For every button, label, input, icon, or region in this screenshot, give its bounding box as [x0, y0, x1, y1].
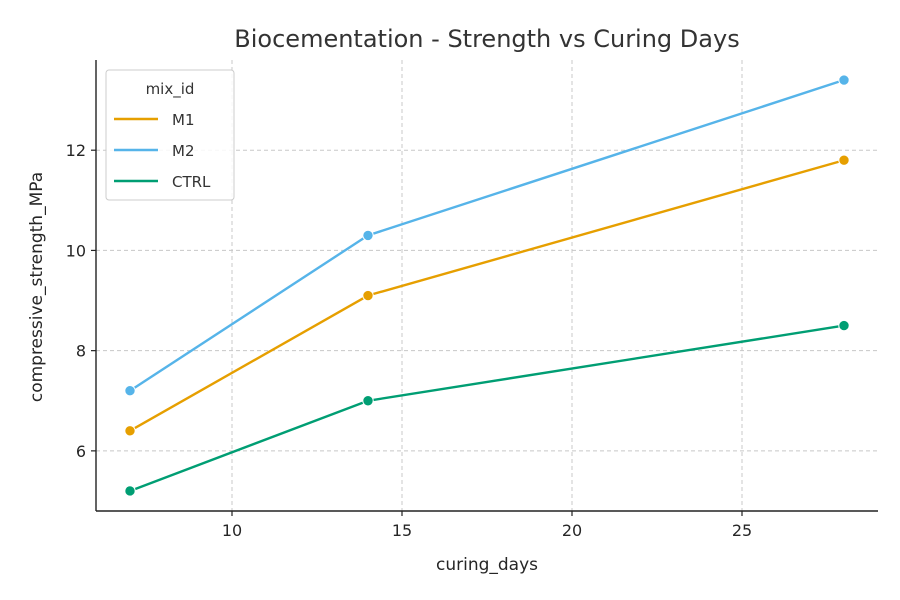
x-tick-label: 15 — [392, 521, 412, 540]
data-point-m1 — [362, 289, 374, 302]
series-line-m1 — [129, 159, 845, 432]
legend-title: mix_id — [146, 80, 195, 99]
series-line-m2 — [129, 78, 845, 392]
legend-label-ctrl: CTRL — [172, 173, 211, 191]
legend-label-m2: M2 — [172, 142, 195, 160]
legend-box — [105, 69, 235, 201]
y-axis-label: compressive_strength_MPa — [27, 172, 47, 402]
data-point-m2 — [838, 74, 850, 86]
y-tick-label: 6 — [76, 442, 86, 461]
data-point-m1 — [124, 425, 136, 437]
legend: mix_id M1 M2 CTRL — [105, 69, 235, 201]
x-tick-label: 20 — [562, 521, 582, 540]
x-axis-label: curing_days — [436, 555, 538, 575]
data-point-ctrl — [362, 395, 374, 407]
data-point-ctrl — [838, 319, 850, 332]
y-tick-label: 12 — [66, 141, 86, 160]
x-tick-label: 10 — [222, 521, 242, 540]
data-point-m1 — [838, 154, 850, 166]
chart-title: Biocementation - Strength vs Curing Days — [234, 25, 739, 53]
legend-label-m1: M1 — [172, 111, 195, 129]
data-point-m2 — [362, 229, 374, 242]
data-point-ctrl — [124, 485, 136, 497]
x-tick-label: 25 — [732, 521, 752, 540]
y-tick-label: 8 — [76, 342, 86, 361]
legend-entries: M1 M2 CTRL — [114, 111, 211, 191]
data-point-m2 — [124, 385, 136, 397]
series-layer — [124, 74, 850, 497]
y-tick-label: 10 — [66, 241, 86, 260]
axes: 10 15 20 25 6 8 10 12 — [66, 60, 878, 540]
